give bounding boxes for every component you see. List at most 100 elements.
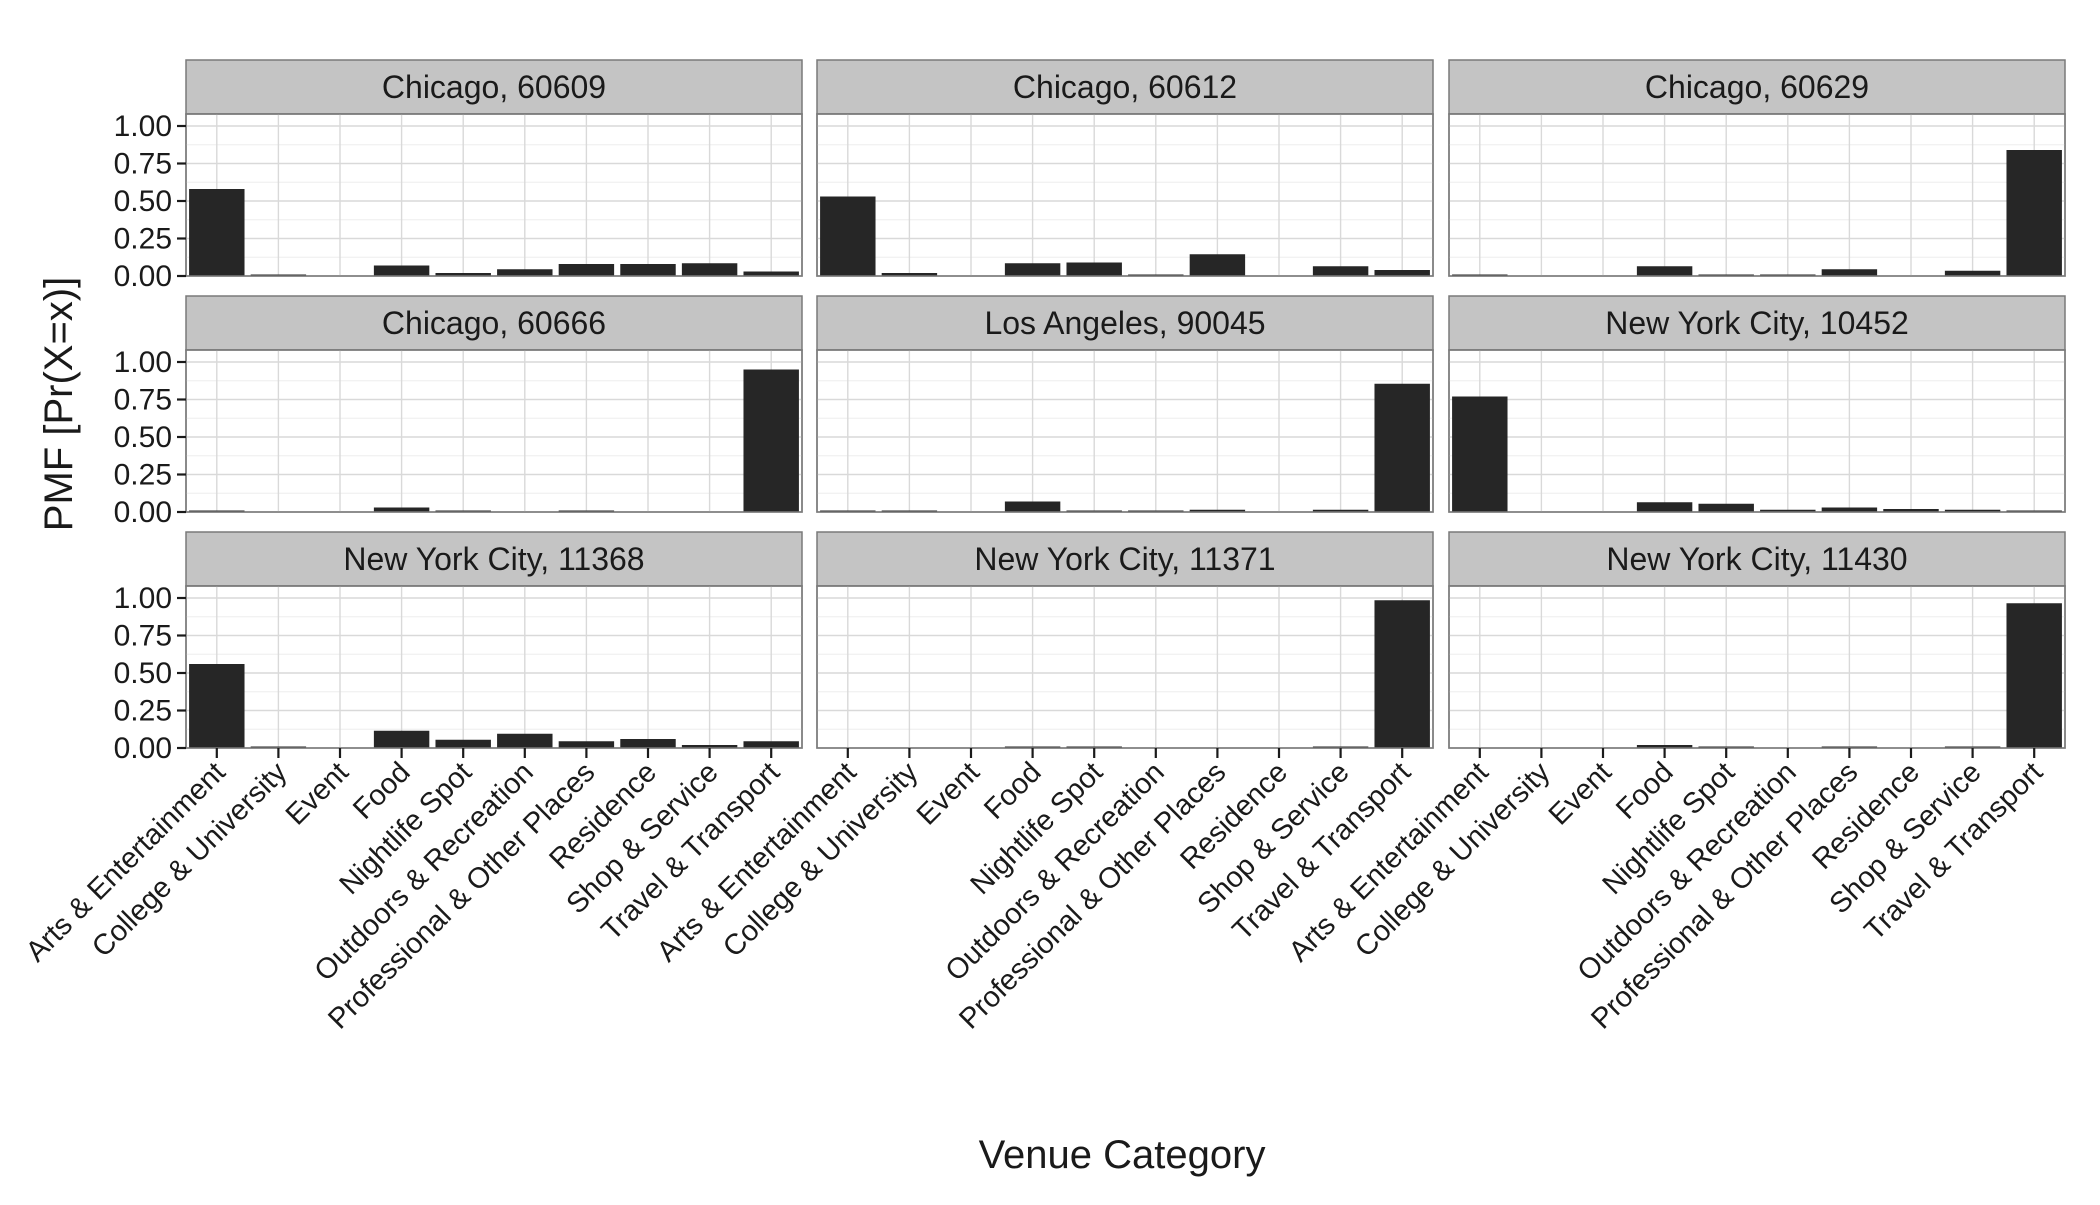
plot-area bbox=[1448, 113, 2066, 277]
facet-title: Chicago, 60629 bbox=[1645, 69, 1869, 105]
plot-border bbox=[185, 585, 803, 749]
facet-title: Chicago, 60612 bbox=[1013, 69, 1237, 105]
bar bbox=[681, 263, 738, 276]
facet-title: New York City, 10452 bbox=[1605, 305, 1909, 341]
plot-area bbox=[185, 113, 803, 277]
y-tick-label: 1.00 bbox=[114, 110, 172, 143]
y-tick-label: 0.00 bbox=[114, 732, 172, 765]
bar bbox=[435, 273, 491, 276]
bar bbox=[743, 271, 799, 276]
y-tick-label: 0.75 bbox=[114, 148, 172, 181]
plot-border bbox=[816, 585, 1434, 749]
facet-title: Los Angeles, 90045 bbox=[984, 305, 1265, 341]
bar bbox=[1004, 501, 1061, 512]
y-tick-label: 0.50 bbox=[114, 657, 172, 690]
bar bbox=[2006, 603, 2062, 748]
plot-border bbox=[816, 113, 1434, 277]
bar bbox=[189, 664, 245, 748]
plot-border bbox=[185, 349, 803, 513]
plot-area bbox=[1448, 585, 2066, 749]
facet-strip bbox=[816, 531, 1434, 587]
bar bbox=[1452, 396, 1508, 512]
bar bbox=[1883, 509, 1939, 512]
bar bbox=[1636, 502, 1693, 512]
bar bbox=[189, 189, 245, 276]
bar bbox=[1374, 383, 1430, 512]
bar bbox=[1760, 509, 1816, 512]
plot-border bbox=[185, 113, 803, 277]
bar bbox=[1004, 263, 1061, 276]
bar bbox=[1821, 507, 1878, 512]
facet-title: New York City, 11430 bbox=[1606, 541, 1907, 577]
bar bbox=[820, 196, 876, 276]
facet-strip bbox=[1448, 295, 2066, 351]
facet-strip bbox=[816, 59, 1434, 115]
facet-panel: New York City, 11368 0.00 0.25 0.50 0.75 1.00… bbox=[20, 531, 803, 1035]
facet-strip bbox=[185, 295, 803, 351]
facet-panel: Los Angeles, 90045 bbox=[816, 295, 1434, 513]
y-tick-label: 0.50 bbox=[114, 421, 172, 454]
plot-area bbox=[816, 113, 1434, 277]
bar bbox=[1066, 262, 1122, 276]
plot-border bbox=[1448, 113, 2066, 277]
x-tick-label: Event bbox=[280, 756, 355, 831]
bar bbox=[620, 264, 676, 276]
x-axis-title: Venue Category bbox=[979, 1133, 1266, 1177]
y-tick-label: 0.00 bbox=[114, 260, 172, 293]
bar bbox=[1944, 270, 2001, 276]
bar bbox=[373, 265, 430, 276]
bar bbox=[497, 733, 553, 748]
facet-strip bbox=[185, 59, 803, 115]
facet-panel: Chicago, 60609 0.00 0.25 0.50 0.75 1.00 bbox=[114, 59, 803, 293]
y-tick-label: 1.00 bbox=[114, 346, 172, 379]
facet-title: New York City, 11371 bbox=[974, 541, 1275, 577]
y-tick-label: 0.25 bbox=[114, 459, 172, 492]
y-tick-label: 0.75 bbox=[114, 384, 172, 417]
plot-area bbox=[185, 585, 803, 749]
bar bbox=[743, 369, 799, 512]
bar bbox=[373, 507, 430, 512]
facet-panel: New York City, 10452 bbox=[1448, 295, 2066, 513]
bar bbox=[1698, 503, 1754, 512]
plot-area bbox=[816, 585, 1434, 749]
bar bbox=[2006, 150, 2062, 276]
y-tick-label: 0.75 bbox=[114, 620, 172, 653]
facet-title: Chicago, 60609 bbox=[382, 69, 606, 105]
y-tick-label: 0.25 bbox=[114, 695, 172, 728]
bar bbox=[1636, 266, 1693, 276]
plot-border bbox=[1448, 349, 2066, 513]
bar bbox=[1312, 266, 1369, 276]
y-tick-label: 0.25 bbox=[114, 223, 172, 256]
facet-title: Chicago, 60666 bbox=[382, 305, 606, 341]
bar bbox=[1312, 509, 1369, 512]
facet-panel: Chicago, 60612 bbox=[816, 59, 1434, 277]
bar bbox=[743, 741, 799, 748]
bar bbox=[1374, 270, 1430, 276]
bar bbox=[558, 741, 615, 748]
facet-strip bbox=[1448, 531, 2066, 587]
bar bbox=[881, 273, 938, 276]
x-tick-label: Event bbox=[911, 756, 986, 831]
bar bbox=[435, 739, 491, 748]
bar bbox=[558, 264, 615, 276]
bar bbox=[497, 269, 553, 276]
facet-panel: Chicago, 60666 0.00 0.25 0.50 0.75 1.00 bbox=[114, 295, 803, 529]
x-tick-label: Event bbox=[1543, 756, 1618, 831]
bar bbox=[373, 730, 430, 748]
bar bbox=[620, 739, 676, 748]
plot-border bbox=[1448, 585, 2066, 749]
bar bbox=[1636, 745, 1693, 748]
y-tick-label: 0.50 bbox=[114, 185, 172, 218]
y-axis-title: PMF [Pr(X=x)] bbox=[37, 277, 81, 531]
facet-strip bbox=[816, 295, 1434, 351]
y-tick-label: 1.00 bbox=[114, 582, 172, 615]
facet-title: New York City, 11368 bbox=[343, 541, 644, 577]
facet-panel: Chicago, 60629 bbox=[1448, 59, 2066, 277]
y-tick-label: 0.00 bbox=[114, 496, 172, 529]
bar bbox=[1189, 254, 1246, 276]
bar bbox=[1189, 509, 1246, 512]
facet-strip bbox=[1448, 59, 2066, 115]
bar bbox=[1944, 509, 2001, 512]
